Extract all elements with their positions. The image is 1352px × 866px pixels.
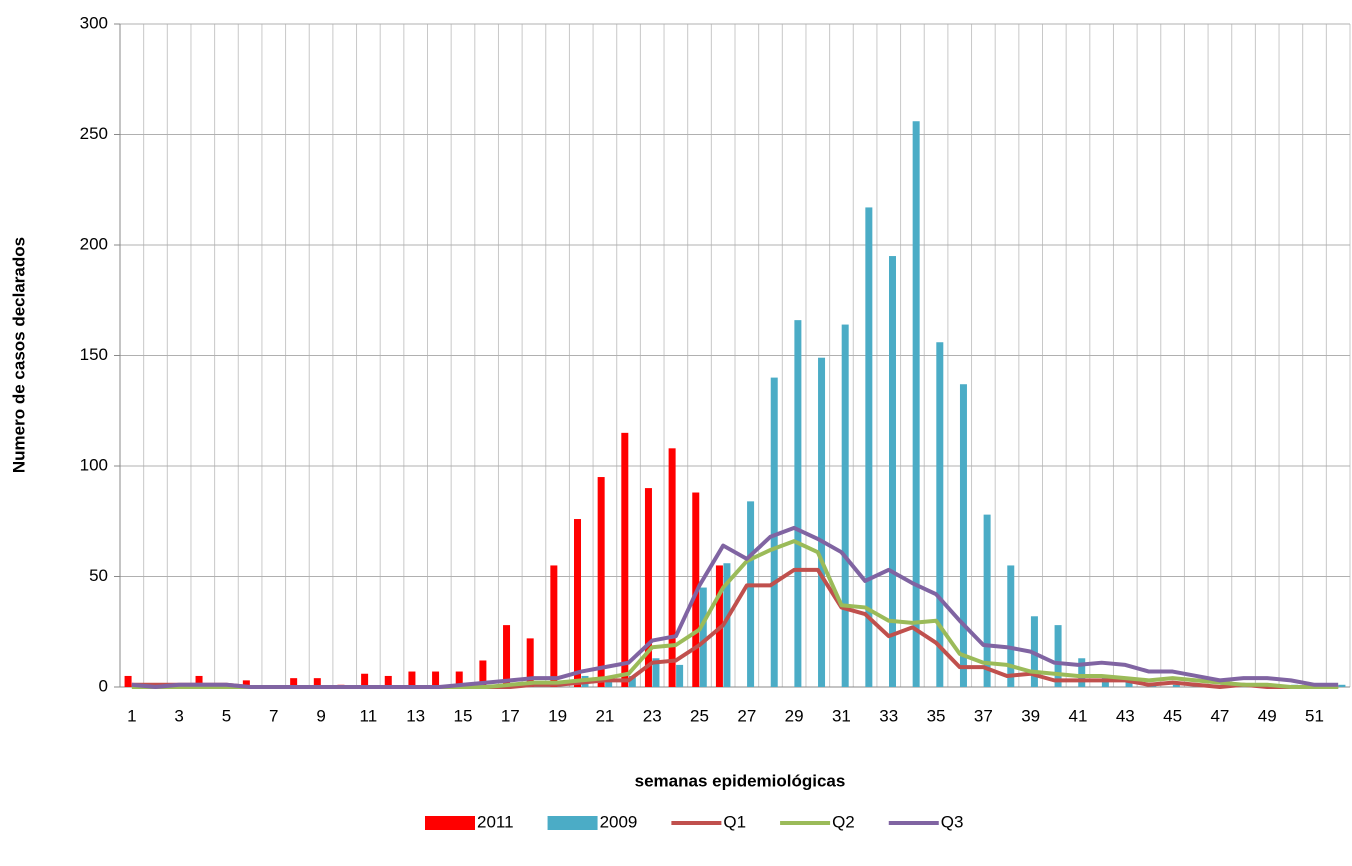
x-tick-label: 45	[1163, 706, 1182, 725]
bar	[455, 671, 463, 687]
bar	[652, 658, 660, 687]
bar	[1007, 565, 1015, 687]
bar	[605, 680, 613, 687]
x-tick-label: 13	[406, 706, 425, 725]
x-tick-label: 25	[690, 706, 709, 725]
bar	[1172, 684, 1180, 687]
y-tick-label: 300	[80, 13, 108, 32]
y-tick-label: 150	[80, 345, 108, 364]
bar	[479, 660, 487, 687]
legend-label: Q3	[941, 812, 964, 831]
x-tick-label: 21	[595, 706, 614, 725]
bar	[912, 121, 920, 688]
x-tick-label: 27	[737, 706, 756, 725]
x-tick-label: 23	[643, 706, 662, 725]
bar	[290, 678, 298, 687]
x-axis-title: semanas epidemiológicas	[635, 771, 846, 790]
legend-label: 2011	[477, 812, 514, 831]
x-tick-label: 39	[1021, 706, 1040, 725]
x-tick-label: 37	[974, 706, 993, 725]
bar	[432, 671, 440, 687]
bar	[503, 625, 511, 687]
x-tick-label: 7	[269, 706, 278, 725]
bar	[770, 377, 778, 687]
y-tick-label: 0	[99, 676, 108, 695]
bar	[889, 256, 896, 687]
legend-swatch	[547, 816, 598, 830]
bar	[550, 565, 558, 687]
x-tick-label: 47	[1210, 706, 1229, 725]
x-tick-label: 49	[1258, 706, 1277, 725]
bar	[313, 678, 321, 687]
x-tick-label: 43	[1116, 706, 1135, 725]
bar	[841, 324, 849, 687]
bar	[936, 342, 944, 687]
bar	[983, 514, 991, 687]
x-tick-label: 17	[501, 706, 520, 725]
x-tick-label: 11	[360, 706, 378, 725]
legend-label: 2009	[600, 812, 638, 831]
x-tick-label: 9	[316, 706, 325, 725]
bar	[628, 675, 636, 687]
x-tick-label: 29	[785, 706, 804, 725]
bar	[574, 519, 581, 687]
bar	[597, 477, 605, 687]
bar	[959, 384, 967, 687]
y-axis-title: Numero de casos declarados	[9, 237, 28, 473]
y-tick-label: 50	[89, 566, 108, 585]
bar	[242, 680, 250, 687]
bar	[195, 675, 203, 687]
bar	[794, 320, 802, 687]
legend-label: Q1	[723, 812, 746, 831]
bar	[408, 671, 416, 687]
bar	[1054, 625, 1062, 687]
bar	[1338, 684, 1346, 687]
x-tick-label: 33	[879, 706, 898, 725]
y-tick-label: 100	[80, 455, 108, 474]
bar	[668, 448, 676, 687]
x-tick-label: 1	[127, 706, 136, 725]
bar	[621, 432, 629, 687]
bar	[644, 488, 652, 687]
bar	[361, 673, 369, 687]
legend-label: Q2	[832, 812, 855, 831]
legend-swatch	[425, 816, 475, 830]
y-tick-label: 200	[80, 234, 108, 253]
legend: 2011 2009 Q1 Q2 Q3	[425, 812, 963, 831]
x-tick-label: 31	[832, 706, 851, 725]
x-tick-label: 41	[1069, 706, 1088, 725]
bar	[723, 563, 731, 687]
x-tick-label: 51	[1305, 706, 1324, 725]
bar	[124, 675, 132, 687]
bar	[818, 357, 826, 687]
y-tick-label: 250	[80, 124, 108, 143]
x-tick-label: 5	[222, 706, 231, 725]
bar	[1125, 680, 1133, 687]
bar	[526, 638, 534, 687]
x-tick-label: 35	[927, 706, 946, 725]
bar	[1078, 658, 1086, 687]
bar	[384, 675, 392, 687]
bar	[676, 664, 684, 687]
x-tick-label: 15	[454, 706, 473, 725]
line	[131, 525, 1339, 689]
bar	[699, 587, 707, 687]
bar	[865, 207, 873, 687]
x-tick-label: 3	[174, 706, 183, 725]
x-tick-label: 19	[548, 706, 567, 725]
bar	[747, 501, 755, 687]
